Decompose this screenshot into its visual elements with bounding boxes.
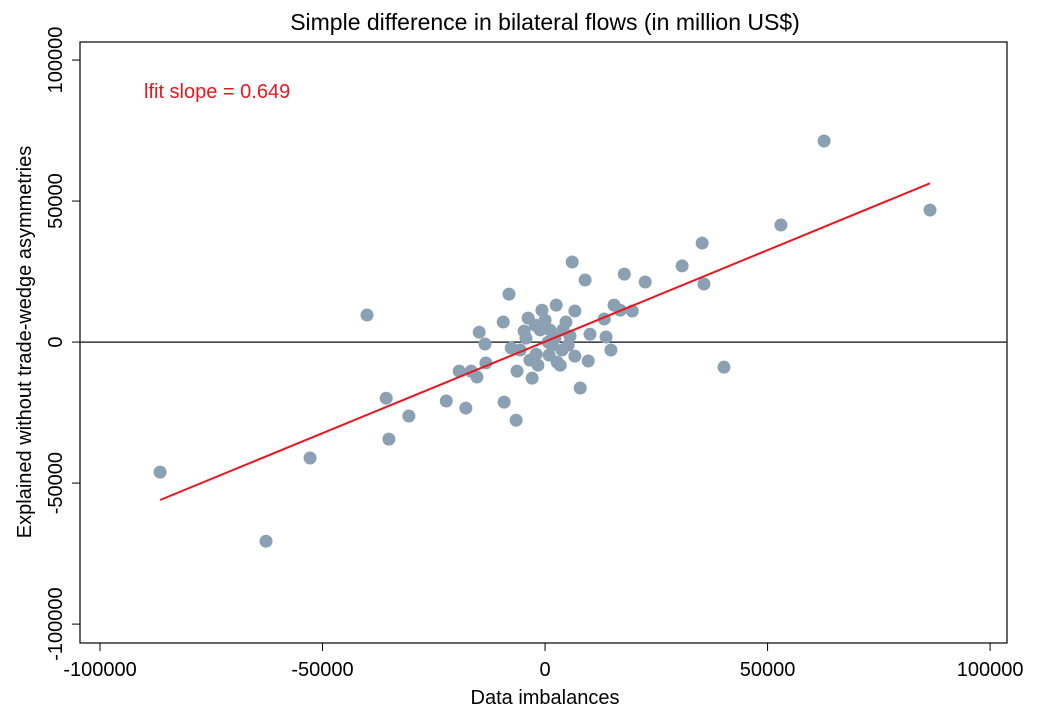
point <box>360 308 374 322</box>
point <box>774 218 788 232</box>
point <box>502 287 516 301</box>
point <box>259 534 273 548</box>
y-tick-label: -100000 <box>45 587 67 660</box>
x-tick-label: 0 <box>539 659 550 681</box>
chart-title: Simple difference in bilateral flows (in… <box>290 9 800 35</box>
point <box>472 325 486 339</box>
x-tick-label: -100000 <box>63 659 136 681</box>
point <box>538 313 552 327</box>
x-tick-label: 100000 <box>957 659 1024 681</box>
point <box>510 364 524 378</box>
point <box>599 330 613 344</box>
point <box>402 409 416 423</box>
x-tick-label: 50000 <box>740 659 796 681</box>
point <box>509 413 523 427</box>
point <box>470 370 484 384</box>
point <box>549 298 563 312</box>
point <box>578 273 592 287</box>
point <box>479 356 493 370</box>
point <box>528 318 542 332</box>
point <box>531 358 545 372</box>
point <box>568 304 582 318</box>
point <box>817 134 831 148</box>
y-tick-label: 50000 <box>45 173 67 229</box>
point <box>525 371 539 385</box>
point <box>617 267 631 281</box>
y-tick-label: 0 <box>45 337 67 348</box>
point <box>695 236 709 250</box>
point <box>697 277 711 291</box>
point <box>581 354 595 368</box>
point <box>303 451 317 465</box>
y-tick-label: -50000 <box>45 452 67 514</box>
annotation: lfit slope = 0.649 <box>144 81 290 103</box>
point <box>382 432 396 446</box>
point <box>459 401 473 415</box>
x-axis-label: Data imbalances <box>471 687 620 709</box>
point <box>439 394 453 408</box>
point <box>583 327 597 341</box>
point <box>519 331 533 345</box>
point <box>452 364 466 378</box>
x-tick-label: -50000 <box>291 659 353 681</box>
point <box>675 259 689 273</box>
point <box>535 303 549 317</box>
point <box>568 349 582 363</box>
point <box>565 255 579 269</box>
point <box>496 315 510 329</box>
point <box>573 381 587 395</box>
point <box>153 465 167 479</box>
y-tick-label: 100000 <box>45 27 67 94</box>
point <box>604 343 618 357</box>
point <box>638 275 652 289</box>
y-axis-label: Explained without trade-wedge asymmetrie… <box>14 146 36 538</box>
point <box>717 360 731 374</box>
fit-line <box>159 182 931 501</box>
point <box>923 203 937 217</box>
point <box>550 355 564 369</box>
point <box>379 391 393 405</box>
point <box>497 395 511 409</box>
point <box>478 337 492 351</box>
